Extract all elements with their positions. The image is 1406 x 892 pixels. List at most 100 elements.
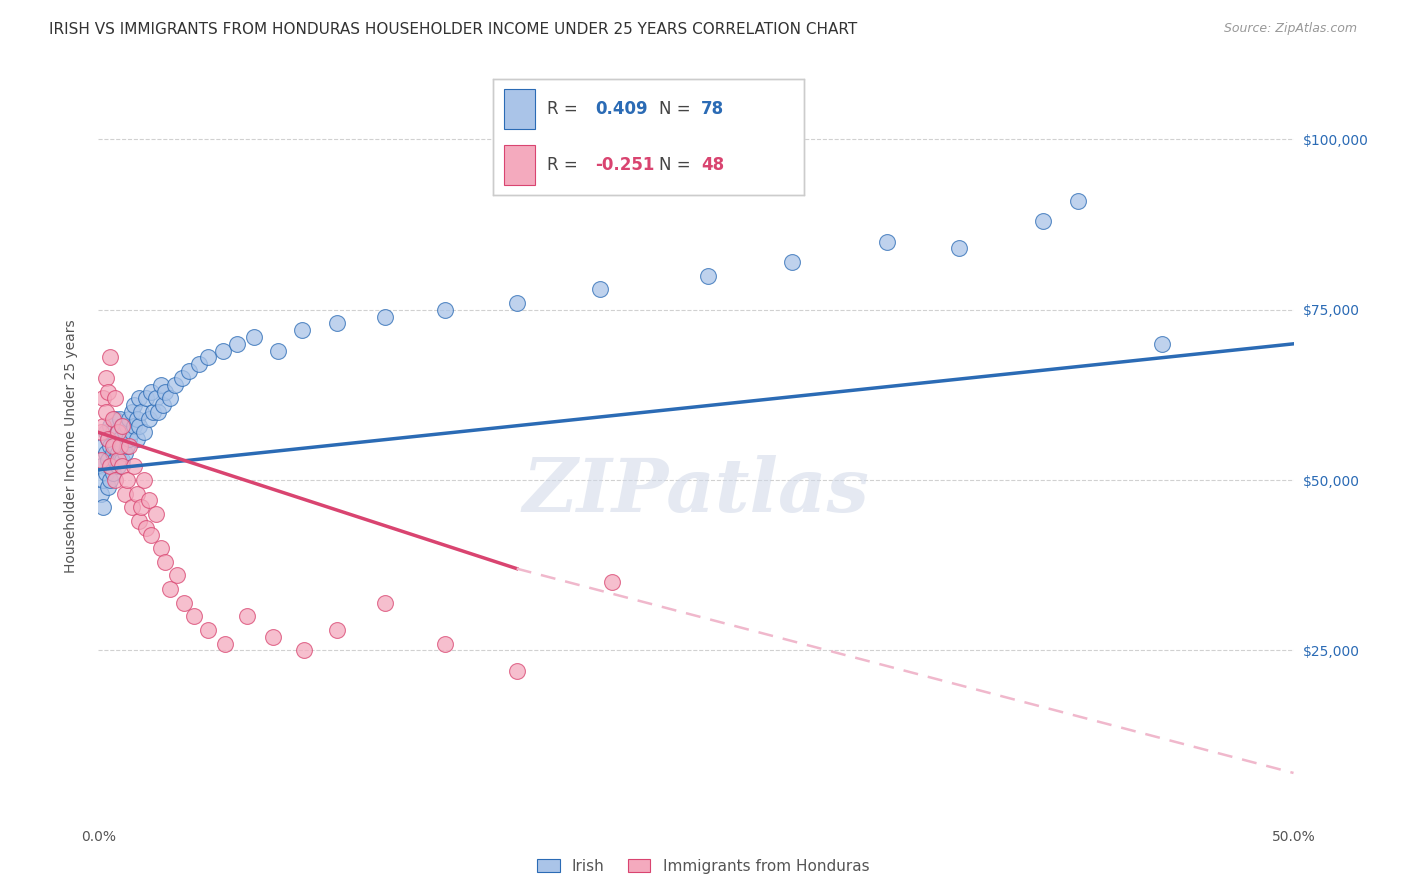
Point (145, 392, 167, 406)
Point (128, 418, 150, 433)
Point (107, 446, 129, 460)
Point (98, 439, 122, 453)
Point (506, 296, 529, 310)
Point (94, 446, 117, 460)
Point (131, 405, 153, 419)
Point (214, 636, 236, 650)
Point (101, 411, 124, 425)
Point (101, 439, 124, 453)
Point (90, 486, 112, 500)
Point (118, 411, 141, 425)
Point (98, 351, 122, 365)
Point (115, 473, 138, 487)
Point (173, 596, 195, 610)
Point (135, 392, 157, 406)
Point (138, 411, 160, 425)
Point (163, 377, 186, 392)
Point (155, 555, 177, 569)
Point (121, 405, 143, 419)
Point (262, 630, 284, 644)
Point (101, 446, 124, 460)
Point (589, 282, 612, 296)
Point (108, 411, 131, 425)
Point (104, 452, 127, 467)
Point (125, 411, 148, 425)
Point (94, 405, 117, 419)
Point (780, 255, 803, 269)
Point (125, 486, 148, 500)
Text: IRISH VS IMMIGRANTS FROM HONDURAS HOUSEHOLDER INCOME UNDER 25 YEARS CORRELATION : IRISH VS IMMIGRANTS FROM HONDURAS HOUSEH… (49, 22, 858, 37)
Point (124, 398, 146, 412)
Point (104, 473, 127, 487)
Point (697, 268, 720, 283)
Point (132, 473, 155, 487)
Point (183, 609, 205, 624)
Point (197, 351, 219, 365)
Point (118, 432, 141, 446)
Point (118, 439, 141, 453)
Point (111, 439, 134, 453)
Point (226, 336, 249, 351)
Point (374, 596, 396, 610)
Point (152, 398, 174, 412)
Point (139, 527, 162, 541)
Point (138, 493, 160, 508)
Point (128, 392, 150, 406)
Point (139, 384, 162, 399)
Point (98, 418, 122, 433)
Point (94, 425, 117, 440)
Point (434, 636, 457, 650)
Point (90, 452, 112, 467)
Point (108, 452, 131, 467)
Point (107, 459, 129, 474)
Point (155, 384, 177, 399)
Y-axis label: Householder Income Under 25 years: Householder Income Under 25 years (63, 319, 77, 573)
Point (107, 452, 129, 467)
Point (94, 467, 117, 481)
Point (108, 432, 131, 446)
Point (602, 575, 624, 590)
Text: Source: ZipAtlas.com: Source: ZipAtlas.com (1223, 22, 1357, 36)
Point (104, 411, 127, 425)
Point (211, 343, 233, 358)
Point (121, 425, 143, 440)
Point (124, 459, 146, 474)
Point (114, 446, 136, 460)
Point (101, 425, 124, 440)
Point (91, 418, 114, 433)
Point (876, 235, 898, 249)
Point (97, 432, 120, 446)
Point (91, 473, 114, 487)
Point (97, 432, 120, 446)
Point (326, 623, 349, 637)
Point (91, 500, 114, 515)
Point (115, 418, 138, 433)
Point (434, 302, 457, 317)
Point (197, 623, 219, 637)
Point (166, 568, 188, 582)
Point (98, 459, 122, 474)
Point (235, 609, 257, 624)
Point (98, 473, 122, 487)
Point (187, 357, 209, 371)
Point (131, 500, 153, 515)
Point (326, 317, 349, 331)
Point (132, 425, 155, 440)
Point (97, 480, 120, 494)
Point (91, 439, 114, 453)
Point (91, 392, 114, 406)
Point (107, 425, 129, 440)
Point (267, 343, 290, 358)
Point (90, 425, 112, 440)
Point (121, 500, 143, 515)
Point (111, 418, 134, 433)
Point (114, 486, 136, 500)
Point (128, 514, 150, 528)
Point (125, 432, 148, 446)
Point (90, 459, 112, 474)
Point (149, 541, 172, 556)
Point (1032, 214, 1054, 228)
Point (97, 452, 120, 467)
Point (111, 459, 134, 474)
Point (135, 521, 157, 535)
